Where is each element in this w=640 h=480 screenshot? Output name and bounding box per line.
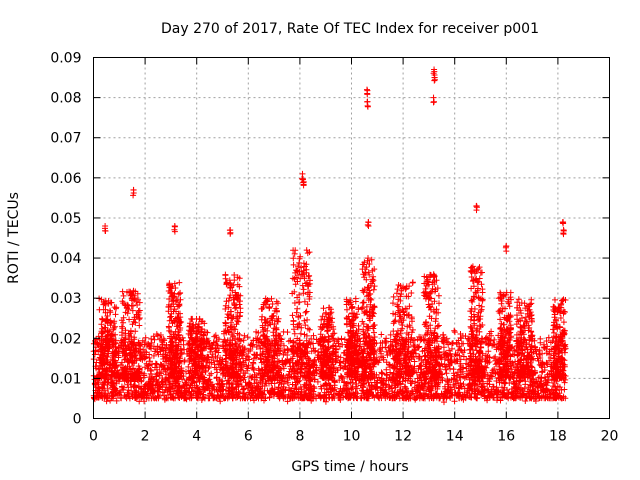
x-tick-label: 4 [192,429,201,445]
y-axis-label: ROTI / TECUs [6,192,22,284]
x-tick-label: 12 [394,429,412,445]
x-tick-label: 8 [295,429,304,445]
data-points [90,66,569,406]
scatter-points [90,68,569,406]
y-tick-label: 0.01 [50,371,81,387]
scatter-point-peak [473,202,480,209]
x-tick-label: 10 [343,429,361,445]
scatter-point-peak [299,170,306,177]
axis-ticks [93,57,610,419]
x-tick-label: 2 [141,429,150,445]
scatter-point-peak [102,222,109,229]
x-tick-label: 6 [244,429,253,445]
scatter-point-peak [503,243,510,250]
scatter-point-peak [171,222,178,229]
x-tick-label: 20 [601,429,619,445]
chart-title: Day 270 of 2017, Rate Of TEC Index for r… [161,21,539,37]
scatter-point-peak [365,218,372,225]
y-tick-label: 0.02 [50,331,81,347]
scatter-point-peak [560,226,567,233]
scatter-point-peak [431,74,438,81]
scatter-point-peak [560,218,567,225]
y-tick-label: 0.04 [50,251,81,267]
scatter-point-peak [227,226,234,233]
x-axis-label: GPS time / hours [291,459,408,475]
x-tick-label: 14 [446,429,464,445]
x-tick-labels: 0 2 4 6 8 10 12 14 16 18 20 [89,429,618,445]
scatter-point-peak [431,66,438,73]
scatter-point-peak [130,186,137,193]
y-tick-label: 0.06 [50,171,81,187]
y-tick-label: 0.09 [50,51,81,67]
x-tick-label: 16 [497,429,515,445]
scatter-point-peak [300,178,307,185]
y-tick-label: 0.05 [50,211,81,227]
x-tick-label: 18 [549,429,567,445]
y-tick-label: 0.07 [50,131,81,147]
y-tick-label: 0.08 [50,91,81,107]
scatter-point-peak [430,94,437,101]
scatter-point-peak [364,98,371,105]
y-tick-label: 0.03 [50,291,81,307]
scatter-point-peak [363,86,370,93]
y-tick-labels: 0 0.01 0.02 0.03 0.04 0.05 0.06 0.07 0.08 0.09 [50,51,81,428]
y-tick-label: 0 [73,412,82,428]
x-tick-label: 0 [89,429,98,445]
